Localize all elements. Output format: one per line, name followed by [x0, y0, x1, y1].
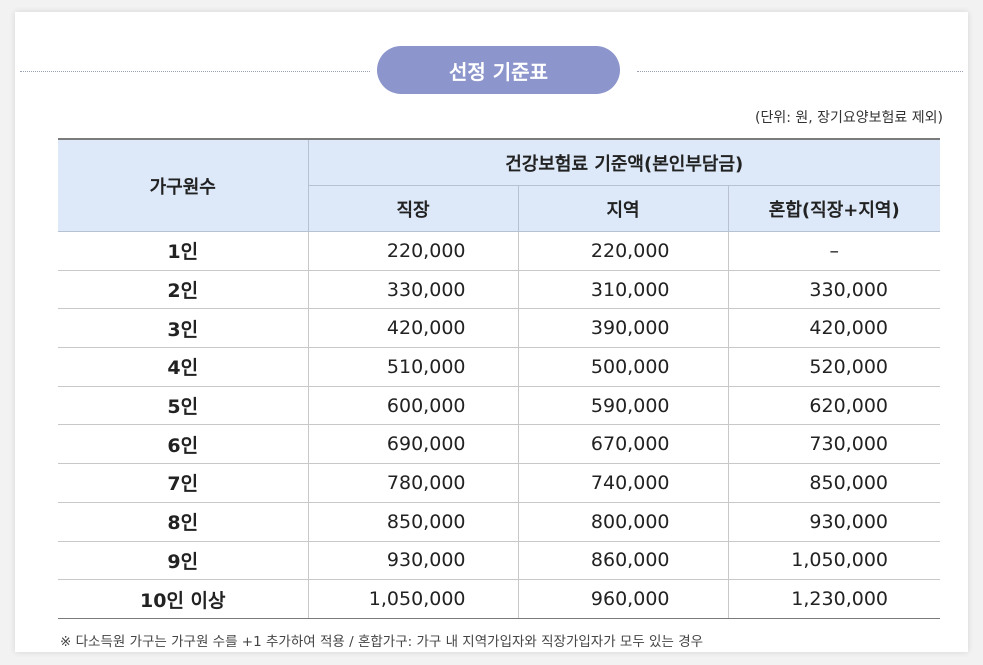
household-cell: 5인 — [58, 386, 309, 426]
table-row: 7인 780,000 740,000 850,000 — [58, 463, 940, 503]
title-divider-left — [20, 71, 370, 72]
page-title: 선정 기준표 — [377, 46, 620, 94]
honhap-cell: 930,000 — [728, 502, 940, 542]
criteria-table: 가구원수 건강보험료 기준액(본인부담금) 직장 지역 혼합(직장+지역) 1인… — [58, 138, 940, 619]
jikjang-cell: 780,000 — [308, 463, 519, 503]
table-row: 3인 420,000 390,000 420,000 — [58, 308, 940, 349]
household-cell: 8인 — [58, 502, 309, 542]
jiyeok-cell: 310,000 — [518, 270, 729, 310]
jiyeok-cell: 500,000 — [518, 347, 729, 387]
unit-note: (단위: 원, 장기요양보험료 제외) — [754, 110, 943, 126]
jiyeok-cell: 740,000 — [518, 463, 729, 503]
table-row: 6인 690,000 670,000 730,000 — [58, 424, 940, 465]
household-cell: 2인 — [58, 270, 309, 310]
footnote: ※ 다소득원 가구는 가구원 수를 +1 추가하여 적용 / 혼합가구: 가구 … — [60, 634, 704, 650]
honhap-cell: 1,050,000 — [728, 541, 940, 581]
header-household: 가구원수 — [58, 138, 309, 232]
table-row: 2인 330,000 310,000 330,000 — [58, 270, 940, 310]
table-row: 4인 510,000 500,000 520,000 — [58, 347, 940, 387]
jikjang-cell: 510,000 — [308, 347, 519, 387]
honhap-cell: 330,000 — [728, 270, 940, 310]
jikjang-cell: 600,000 — [308, 386, 519, 426]
jikjang-cell: 1,050,000 — [308, 579, 519, 619]
header-col-jikjang: 직장 — [307, 185, 519, 232]
jiyeok-cell: 960,000 — [518, 579, 729, 619]
honhap-cell: 420,000 — [728, 308, 940, 349]
table-row: 1인 220,000 220,000 – — [58, 231, 940, 271]
honhap-cell: 620,000 — [728, 386, 940, 426]
household-cell: 3인 — [58, 308, 309, 349]
jikjang-cell: 220,000 — [308, 231, 519, 271]
honhap-cell: 520,000 — [728, 347, 940, 387]
jiyeok-cell: 670,000 — [518, 424, 729, 465]
jiyeok-cell: 390,000 — [518, 308, 729, 349]
jikjang-cell: 420,000 — [308, 308, 519, 349]
table-row: 10인 이상 1,050,000 960,000 1,230,000 — [58, 579, 940, 619]
jikjang-cell: 850,000 — [308, 502, 519, 542]
title-divider-right — [637, 71, 963, 72]
household-cell: 6인 — [58, 424, 309, 465]
household-cell: 10인 이상 — [58, 579, 309, 619]
title-row: 선정 기준표 — [15, 46, 968, 96]
honhap-cell: 1,230,000 — [728, 579, 940, 619]
honhap-cell: 730,000 — [728, 424, 940, 465]
header-premium-group: 건강보험료 기준액(본인부담금) — [307, 138, 940, 186]
household-cell: 9인 — [58, 541, 309, 581]
jiyeok-cell: 220,000 — [518, 231, 729, 271]
jikjang-cell: 690,000 — [308, 424, 519, 465]
header-col-honhap: 혼합(직장+지역) — [727, 185, 940, 232]
criteria-card: 선정 기준표 (단위: 원, 장기요양보험료 제외) 가구원수 건강보험료 기준… — [15, 12, 968, 652]
table-row: 8인 850,000 800,000 930,000 — [58, 502, 940, 542]
jiyeok-cell: 800,000 — [518, 502, 729, 542]
jikjang-cell: 330,000 — [308, 270, 519, 310]
jiyeok-cell: 860,000 — [518, 541, 729, 581]
household-cell: 7인 — [58, 463, 309, 503]
household-cell: 4인 — [58, 347, 309, 387]
jikjang-cell: 930,000 — [308, 541, 519, 581]
header-col-jiyeok: 지역 — [517, 185, 729, 232]
honhap-cell: 850,000 — [728, 463, 940, 503]
jiyeok-cell: 590,000 — [518, 386, 729, 426]
household-cell: 1인 — [58, 231, 309, 271]
table-row: 9인 930,000 860,000 1,050,000 — [58, 541, 940, 581]
table-row: 5인 600,000 590,000 620,000 — [58, 386, 940, 426]
honhap-cell: – — [728, 231, 940, 271]
